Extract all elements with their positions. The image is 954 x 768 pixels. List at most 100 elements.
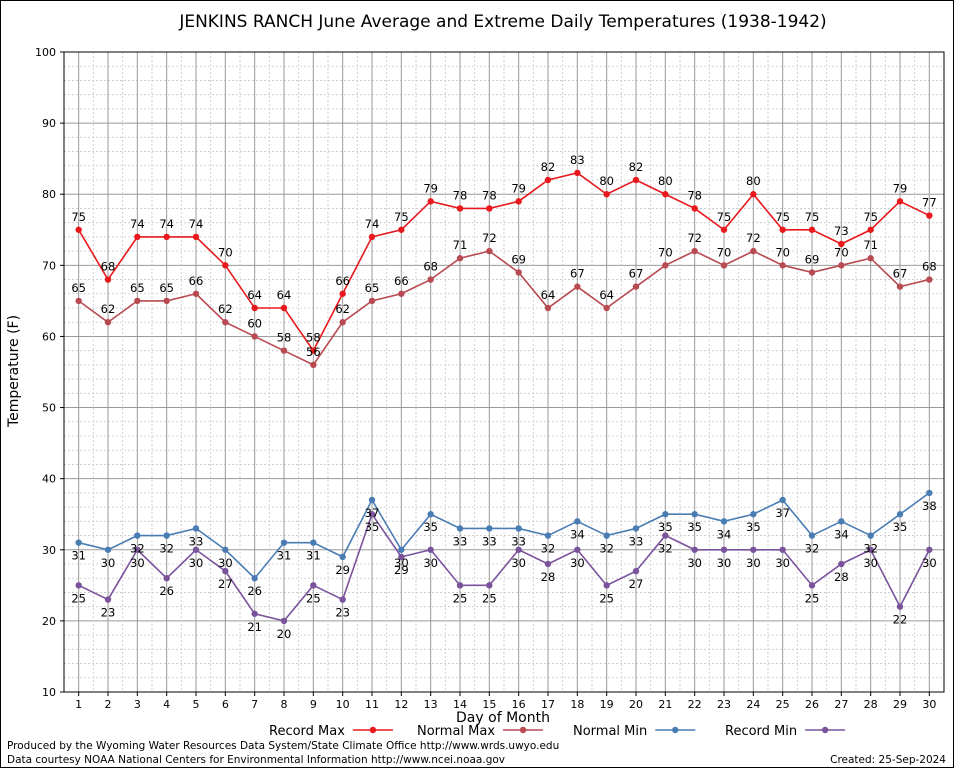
data-label: 70: [775, 245, 790, 259]
data-point: [809, 582, 815, 588]
data-point: [75, 582, 81, 588]
data-label: 32: [658, 542, 673, 556]
data-point: [222, 547, 228, 553]
data-label: 64: [541, 288, 556, 302]
data-point: [603, 191, 609, 197]
data-point: [75, 298, 81, 304]
data-label: 25: [805, 591, 820, 605]
data-point: [633, 283, 639, 289]
data-label: 75: [71, 210, 86, 224]
data-label: 31: [306, 549, 321, 563]
x-tick-label: 25: [776, 698, 790, 711]
data-point: [457, 205, 463, 211]
data-label: 25: [306, 591, 321, 605]
data-label: 65: [365, 281, 380, 295]
data-label: 30: [130, 556, 145, 570]
data-point: [662, 262, 668, 268]
data-label: 71: [453, 238, 468, 252]
data-label: 56: [306, 345, 321, 359]
y-tick-label: 80: [42, 188, 56, 201]
data-label: 33: [629, 534, 644, 548]
x-tick-label: 6: [222, 698, 229, 711]
data-point: [310, 582, 316, 588]
data-label: 32: [599, 542, 614, 556]
data-point: [427, 547, 433, 553]
x-tick-label: 19: [600, 698, 614, 711]
data-label: 65: [130, 281, 145, 295]
data-point: [633, 525, 639, 531]
data-point: [750, 547, 756, 553]
data-label: 30: [687, 556, 702, 570]
data-point: [809, 269, 815, 275]
legend-swatch-marker: [822, 727, 828, 733]
legend-item: Record Min: [725, 724, 845, 739]
data-label: 78: [687, 188, 702, 202]
data-point: [339, 596, 345, 602]
data-label: 22: [893, 613, 908, 627]
y-tick-label: 10: [42, 686, 56, 699]
data-point: [105, 596, 111, 602]
data-point: [457, 255, 463, 261]
data-point: [897, 603, 903, 609]
data-point: [809, 227, 815, 233]
chart-title: JENKINS RANCH June Average and Extreme D…: [178, 12, 826, 32]
x-tick-label: 1: [75, 698, 82, 711]
footer-produced-by: Produced by the Wyoming Water Resources …: [7, 740, 559, 752]
data-label: 75: [863, 210, 878, 224]
data-point: [163, 575, 169, 581]
data-label: 25: [482, 591, 497, 605]
legend-label: Normal Min: [573, 724, 647, 739]
legend-label: Record Max: [269, 724, 345, 739]
data-label: 64: [277, 288, 292, 302]
data-label: 64: [599, 288, 614, 302]
data-label: 35: [423, 520, 438, 534]
data-label: 30: [218, 556, 233, 570]
data-label: 30: [922, 556, 937, 570]
data-point: [163, 532, 169, 538]
data-label: 37: [775, 506, 790, 520]
data-label: 31: [277, 549, 292, 563]
data-label: 31: [71, 549, 86, 563]
data-label: 35: [365, 520, 380, 534]
data-point: [779, 547, 785, 553]
data-point: [545, 561, 551, 567]
data-point: [750, 191, 756, 197]
data-point: [897, 511, 903, 517]
x-tick-label: 2: [105, 698, 112, 711]
data-point: [662, 191, 668, 197]
data-point: [867, 255, 873, 261]
data-label: 78: [453, 188, 468, 202]
data-label: 30: [570, 556, 585, 570]
x-tick-label: 11: [365, 698, 379, 711]
data-point: [779, 497, 785, 503]
footer-data-courtesy: Data courtesy NOAA National Centers for …: [7, 754, 505, 766]
data-point: [222, 262, 228, 268]
legend-item: Normal Max: [417, 724, 543, 739]
data-point: [457, 582, 463, 588]
data-point: [574, 518, 580, 524]
x-tick-label: 10: [336, 698, 350, 711]
x-tick-label: 9: [310, 698, 317, 711]
data-point: [193, 291, 199, 297]
data-point: [545, 177, 551, 183]
legend-swatch-marker: [520, 727, 526, 733]
y-tick-label: 70: [42, 259, 56, 272]
data-label: 80: [599, 174, 614, 188]
y-tick-label: 90: [42, 117, 56, 130]
data-label: 62: [218, 302, 233, 316]
data-label: 75: [805, 210, 820, 224]
x-tick-label: 21: [658, 698, 672, 711]
data-label: 80: [658, 174, 673, 188]
data-point: [721, 262, 727, 268]
data-label: 82: [629, 160, 644, 174]
x-tick-label: 30: [922, 698, 936, 711]
data-label: 75: [394, 210, 409, 224]
data-point: [867, 532, 873, 538]
x-tick-label: 7: [251, 698, 258, 711]
data-point: [574, 283, 580, 289]
x-tick-label: 28: [864, 698, 878, 711]
data-point: [691, 547, 697, 553]
x-tick-label: 26: [805, 698, 819, 711]
data-label: 65: [71, 281, 86, 295]
data-label: 62: [101, 302, 116, 316]
